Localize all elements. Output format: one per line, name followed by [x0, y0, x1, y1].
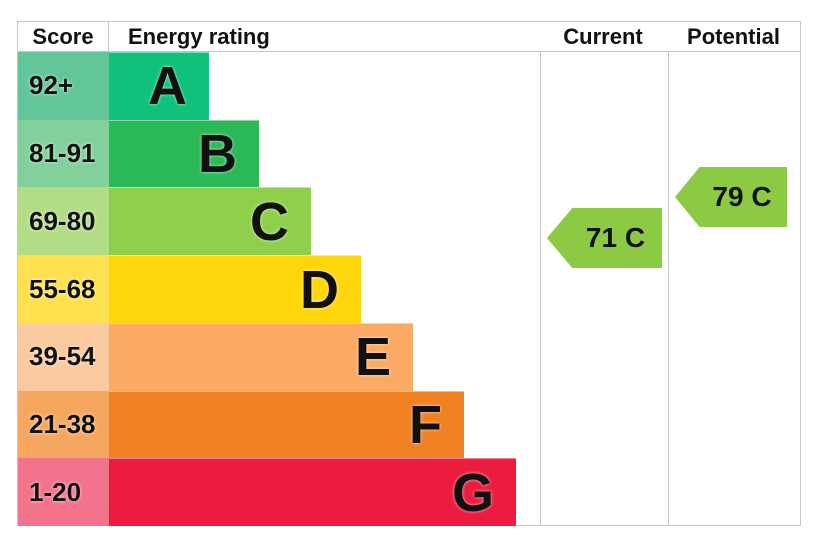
band-rows: 92+ A 81-91 B 69-80 C 55-68 D 39-54 E 21… [18, 52, 800, 527]
band-row-d: 55-68 D [18, 255, 800, 323]
band-row-g: 1-20 G [18, 458, 800, 527]
current-column-divider [540, 22, 541, 525]
score-cell-f: 21-38 [18, 390, 109, 459]
potential-rating-arrow: 79 C [675, 167, 787, 227]
score-cell-a: 92+ [18, 52, 109, 120]
score-cell-c: 69-80 [18, 187, 109, 256]
band-row-f: 21-38 F [18, 390, 800, 459]
band-row-a: 92+ A [18, 52, 800, 120]
band-bar-d: D [109, 255, 361, 323]
energy-rating-column-header: Energy rating [128, 23, 270, 49]
band-bar-f: F [109, 390, 464, 459]
potential-column-divider [668, 22, 669, 525]
score-cell-e: 39-54 [18, 322, 109, 391]
band-bar-a: A [109, 52, 209, 120]
score-cell-d: 55-68 [18, 255, 109, 323]
band-bar-g: G [109, 458, 516, 527]
band-bar-b: B [109, 119, 259, 188]
epc-table: Score Energy rating Current Potential 92… [17, 21, 801, 527]
band-bar-c: C [109, 187, 311, 256]
band-row-c: 69-80 C [18, 187, 800, 256]
band-row-b: 81-91 B [18, 119, 800, 188]
current-column-header: Current [563, 23, 643, 49]
score-column-header: Score [18, 22, 109, 51]
potential-column-header: Potential [687, 23, 780, 49]
table-header-row: Score Energy rating Current Potential [18, 22, 800, 52]
score-cell-g: 1-20 [18, 458, 109, 527]
band-row-e: 39-54 E [18, 322, 800, 391]
score-cell-b: 81-91 [18, 119, 109, 188]
band-bar-e: E [109, 322, 413, 391]
current-rating-arrow: 71 C [547, 208, 662, 268]
